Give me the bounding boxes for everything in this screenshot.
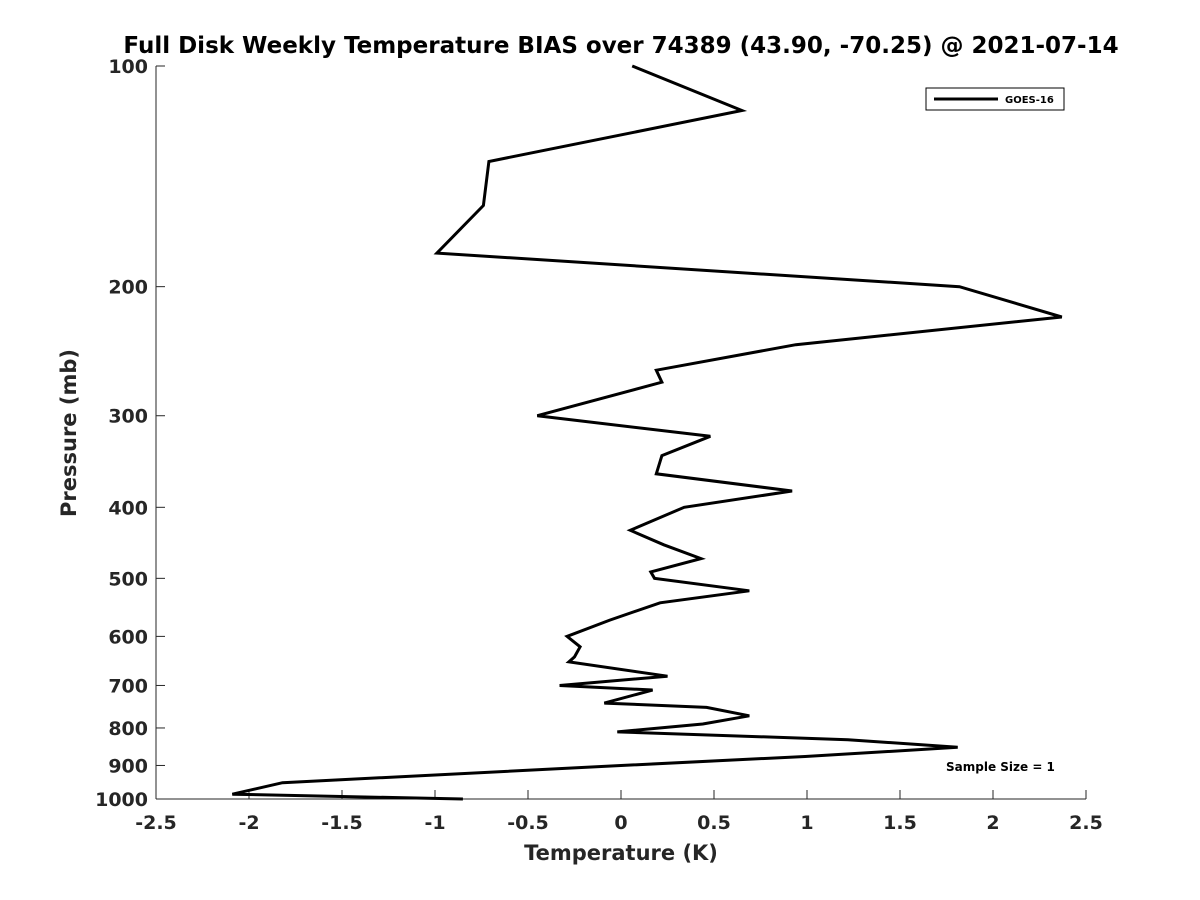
legend: GOES-16	[925, 87, 1065, 111]
x-tick-label: 0.5	[697, 812, 731, 834]
y-tick-label: 1000	[95, 789, 148, 811]
x-tick-label: -2	[238, 812, 259, 834]
x-tick-label: 2.5	[1069, 812, 1103, 834]
x-tick-label: -2.5	[135, 812, 177, 834]
x-tick-label: -1	[424, 812, 445, 834]
y-tick-label: 400	[108, 497, 148, 519]
y-tick-label: 100	[108, 56, 148, 78]
x-tick-label: 2	[986, 812, 999, 834]
series-line-goes-16	[231, 64, 1063, 801]
x-tick-label: 1.5	[883, 812, 917, 834]
y-tick-label: 500	[108, 568, 148, 590]
y-tick-label: 600	[108, 626, 148, 648]
chart-title: Full Disk Weekly Temperature BIAS over 7…	[123, 33, 1118, 59]
x-tick-label: 1	[800, 812, 813, 834]
x-tick-label: -1.5	[321, 812, 363, 834]
x-ticks: -2.5 -2 -1.5 -1 -0.5 0 0.5 1 1.5 2 2.5	[135, 790, 1103, 834]
legend-label-goes-16: GOES-16	[1005, 95, 1054, 106]
y-tick-label: 300	[108, 406, 148, 428]
y-tick-label: 700	[108, 675, 148, 697]
y-tick-label: 200	[108, 277, 148, 299]
series-layer	[231, 64, 1063, 801]
y-ticks: 100 200 300 400 500 600 700 800 900 1000	[95, 56, 165, 811]
x-tick-label: 0	[614, 812, 627, 834]
sample-size-annotation: Sample Size = 1	[946, 760, 1055, 774]
x-axis-label: Temperature (K)	[524, 841, 718, 865]
y-tick-label: 800	[108, 718, 148, 740]
y-axis-label: Pressure (mb)	[57, 349, 81, 517]
x-tick-label: -0.5	[507, 812, 549, 834]
y-tick-label: 900	[108, 755, 148, 777]
